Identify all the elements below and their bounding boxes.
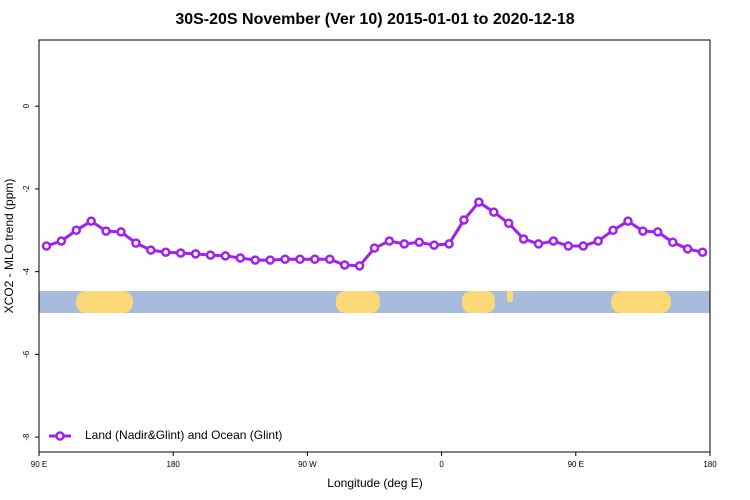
y-tick-label: -8 bbox=[22, 433, 31, 441]
data-point bbox=[444, 239, 454, 249]
data-point bbox=[623, 216, 633, 226]
data-point bbox=[518, 234, 529, 244]
data-point bbox=[146, 245, 156, 255]
x-tick-label: 90 E bbox=[568, 460, 584, 469]
legend-marker bbox=[55, 431, 65, 441]
data-point bbox=[325, 254, 335, 264]
chart-title: 30S-20S November (Ver 10) 2015-01-01 to … bbox=[175, 11, 574, 28]
data-point bbox=[399, 239, 410, 249]
data-point bbox=[489, 207, 499, 217]
data-point bbox=[250, 255, 260, 265]
data-point bbox=[578, 241, 589, 251]
data-point bbox=[369, 243, 380, 253]
legend-label: Land (Nadir&Glint) and Ocean (Glint) bbox=[85, 428, 282, 442]
data-point bbox=[533, 239, 544, 249]
y-tick-label: -2 bbox=[22, 185, 31, 193]
x-axis-label: Longitude (deg E) bbox=[327, 476, 422, 490]
x-tick-label: 180 bbox=[167, 460, 181, 469]
x-tick-label: 90 E bbox=[31, 460, 47, 469]
x-tick-label: 0 bbox=[439, 460, 444, 469]
data-point bbox=[503, 218, 514, 228]
land-patch bbox=[336, 291, 380, 313]
data-point bbox=[563, 241, 574, 251]
data-point bbox=[429, 240, 439, 250]
land-patch bbox=[611, 291, 671, 313]
data-point bbox=[697, 247, 708, 257]
data-point bbox=[354, 261, 365, 271]
plot-frame bbox=[38, 39, 711, 453]
data-point bbox=[414, 237, 424, 248]
data-point bbox=[116, 227, 126, 237]
y-tick-label: -4 bbox=[22, 268, 31, 276]
data-point bbox=[548, 236, 559, 246]
x-tick-label: 90 W bbox=[298, 460, 317, 469]
data-point bbox=[384, 236, 395, 246]
data-point bbox=[653, 227, 663, 237]
data-point bbox=[474, 197, 484, 207]
series-line bbox=[45, 200, 703, 268]
data-point bbox=[160, 247, 171, 257]
data-point bbox=[310, 254, 320, 264]
data-point bbox=[667, 237, 678, 248]
land-patch bbox=[507, 291, 513, 302]
data-point bbox=[190, 249, 201, 259]
data-point bbox=[101, 226, 111, 236]
data-point bbox=[175, 248, 186, 258]
data-point bbox=[682, 244, 693, 254]
data-point bbox=[339, 260, 350, 270]
data-point bbox=[56, 236, 67, 246]
data-point bbox=[131, 238, 141, 248]
data-point bbox=[41, 241, 52, 251]
land-patch bbox=[76, 291, 133, 313]
data-point bbox=[459, 215, 469, 225]
data-point bbox=[638, 226, 648, 236]
y-tick-label: -6 bbox=[22, 350, 31, 358]
data-point bbox=[593, 236, 603, 246]
data-point bbox=[71, 225, 82, 236]
data-point bbox=[295, 254, 305, 264]
y-axis-label: XCO2 - MLO trend (ppm) bbox=[2, 179, 16, 314]
data-point bbox=[235, 253, 246, 263]
x-tick-label: 180 bbox=[703, 460, 717, 469]
land-patch bbox=[462, 291, 495, 313]
data-point bbox=[608, 225, 618, 236]
data-point bbox=[86, 216, 96, 226]
y-tick-label: 0 bbox=[22, 103, 31, 108]
data-point bbox=[265, 255, 275, 265]
land-ocean-strip bbox=[39, 291, 710, 313]
data-point bbox=[220, 251, 231, 261]
data-point bbox=[205, 250, 216, 260]
data-point bbox=[280, 254, 290, 264]
